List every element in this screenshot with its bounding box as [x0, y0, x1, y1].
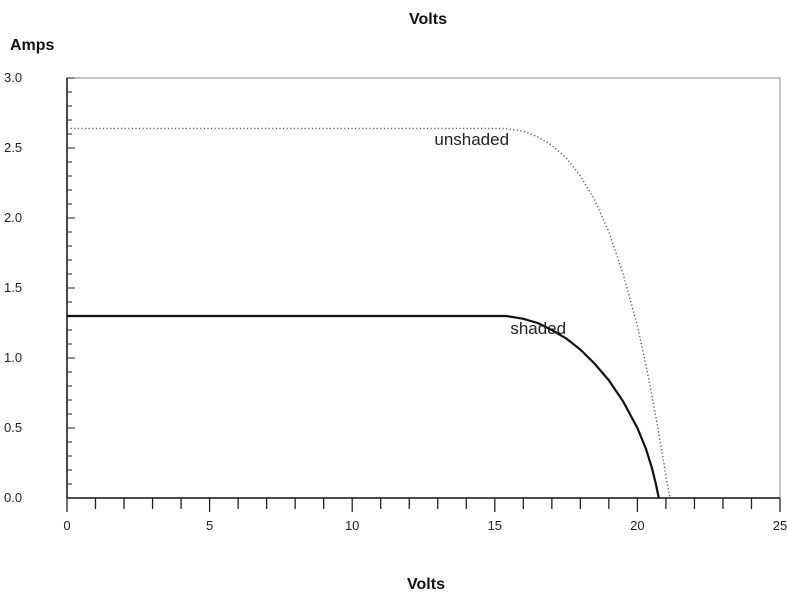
x-axis-label: Volts: [407, 576, 445, 593]
y-axis-label: Amps: [10, 37, 55, 54]
annotation-unshaded: unshaded: [434, 130, 509, 149]
series-shaded-line: [67, 314, 660, 499]
x-tick-label: 15: [488, 518, 502, 533]
chart-title: Volts: [409, 11, 447, 28]
x-tick-label: 25: [773, 518, 787, 533]
y-tick-label: 0.5: [4, 420, 22, 435]
series-unshaded-line: [67, 127, 671, 499]
plot-frame: [66, 77, 781, 499]
y-tick-label: 1.5: [4, 280, 22, 295]
x-tick-label: 10: [345, 518, 359, 533]
x-tick-label: 0: [63, 518, 70, 533]
y-tick-label: 2.5: [4, 140, 22, 155]
series-layer: [67, 127, 671, 499]
x-tick-label: 20: [630, 518, 644, 533]
axis-ticks: 0.0 0.5 1.0 1.5 2.0 2.5 3.0 0 5 10 15 20 25: [4, 70, 787, 533]
y-tick-label: 0.0: [4, 490, 22, 505]
y-tick-label: 1.0: [4, 350, 22, 365]
x-tick-label: 5: [206, 518, 213, 533]
annotation-layer: unshaded shaded: [434, 130, 566, 338]
y-tick-label: 3.0: [4, 70, 22, 85]
y-tick-label: 2.0: [4, 210, 22, 225]
annotation-shaded: shaded: [510, 319, 566, 338]
